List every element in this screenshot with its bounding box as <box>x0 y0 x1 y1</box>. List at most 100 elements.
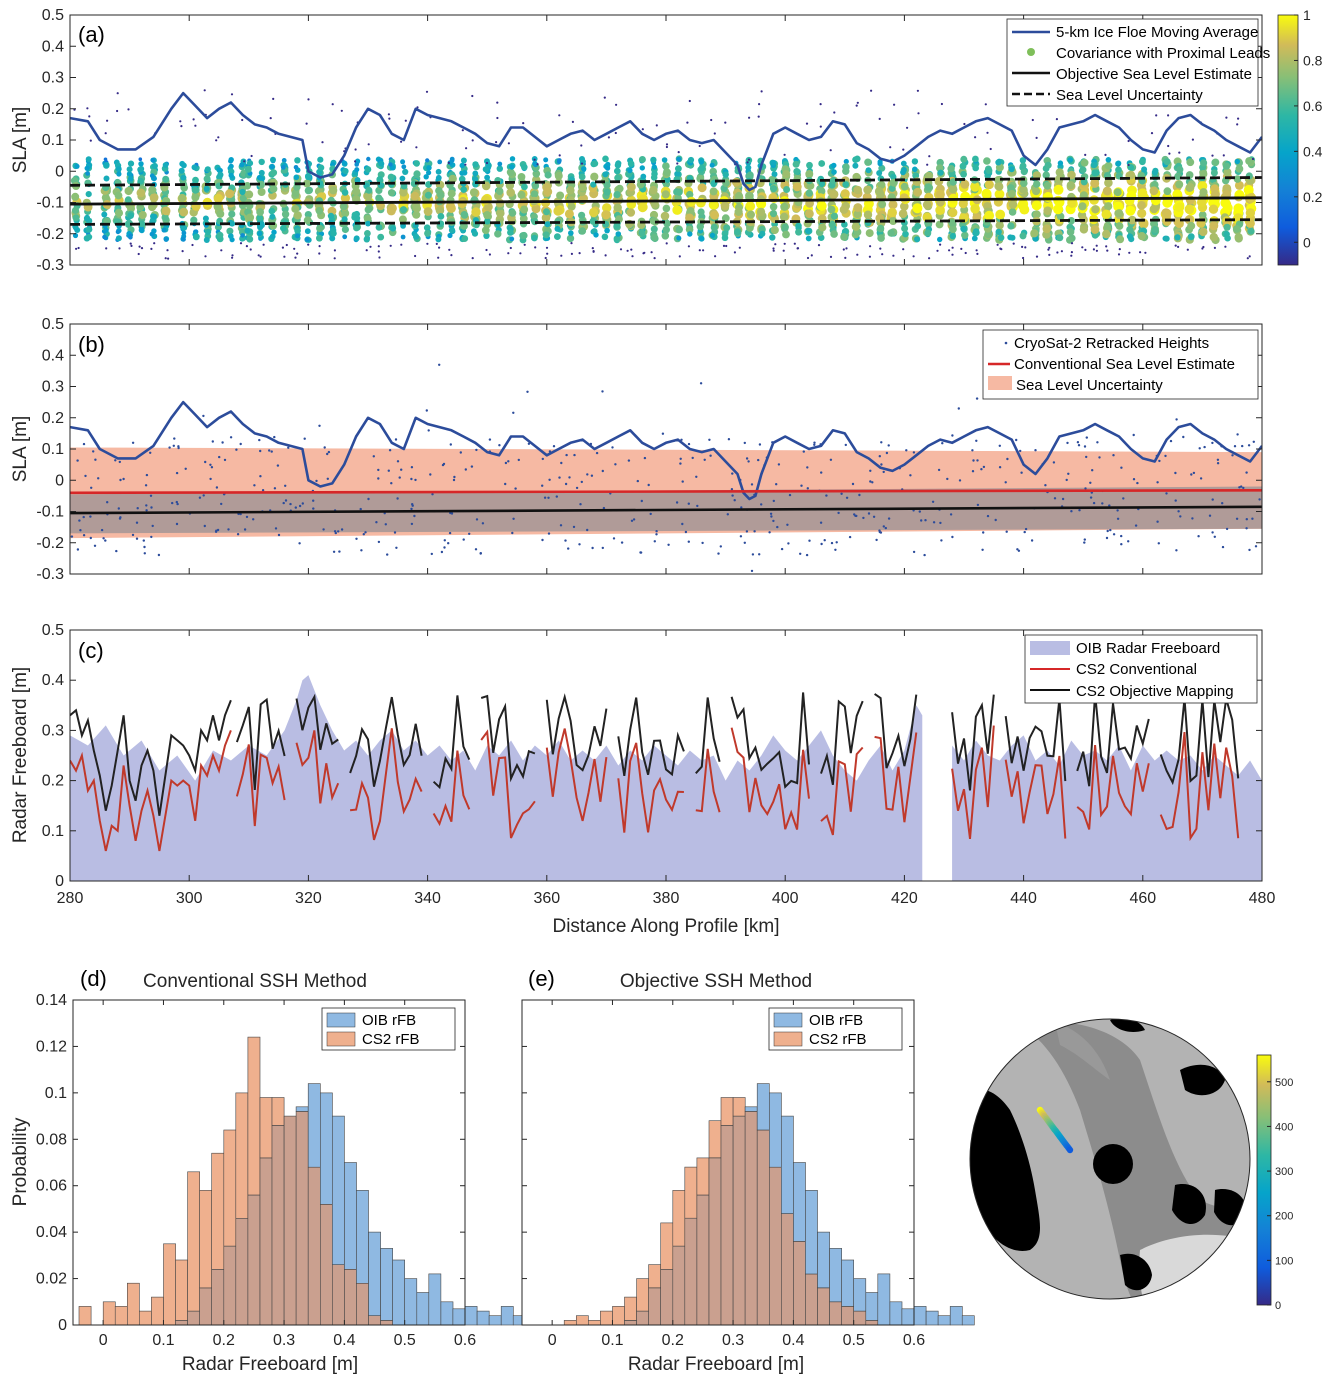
b-retracked-height-point <box>1175 549 1178 552</box>
a-scatter-point <box>216 231 224 239</box>
b-retracked-height-point <box>653 540 656 543</box>
b-retracked-height-point <box>1247 444 1251 447</box>
e-bar-overlap <box>744 1111 758 1326</box>
b-retracked-height-point <box>731 472 734 475</box>
a-scatter-point <box>437 191 445 199</box>
a-scatter-point <box>508 209 517 217</box>
a-scatter-point <box>329 235 336 242</box>
b-retracked-height-point <box>620 541 624 544</box>
b-retracked-height-point <box>462 538 465 541</box>
a-scatter-point <box>244 165 252 173</box>
b-retracked-height-point <box>115 549 118 553</box>
a-scatter-point <box>960 247 963 250</box>
b-retracked-height-point <box>555 495 558 498</box>
a-scatter-point <box>902 148 905 151</box>
a-scatter-point <box>283 255 286 258</box>
a-scatter-point <box>593 232 599 238</box>
a-scatter-point <box>1174 172 1182 181</box>
a-scatter-point <box>1092 248 1095 251</box>
a-scatter-point <box>126 166 133 173</box>
a-colorbar-tick-1: 0.2 <box>1303 189 1323 205</box>
b-retracked-height-point <box>102 537 105 540</box>
b-retracked-height-point <box>1098 456 1101 459</box>
b-retracked-height-point <box>751 553 755 556</box>
a-scatter-point <box>180 125 183 128</box>
e-bar-overlap <box>684 1217 698 1326</box>
b-retracked-height-point <box>760 503 763 506</box>
a-scatter-point <box>413 233 420 240</box>
a-scatter-point <box>1144 251 1147 254</box>
a-scatter-point <box>626 249 629 252</box>
a-scatter-point <box>722 244 726 247</box>
b-retracked-height-point <box>743 541 746 544</box>
a-scatter-point <box>769 234 776 241</box>
a-scatter-point <box>534 246 537 249</box>
b-retracked-height-point <box>220 502 223 506</box>
b-retracked-height-point <box>1198 447 1201 450</box>
b-retracked-height-point <box>875 538 878 542</box>
b-retracked-height-point <box>1213 535 1217 538</box>
b-retracked-height-point <box>210 466 214 469</box>
a-scatter-point <box>130 244 133 247</box>
b-retracked-height-point <box>326 452 329 456</box>
a-scatter-point <box>1222 162 1231 170</box>
a-scatter-point <box>149 193 159 202</box>
b-retracked-height-point <box>1211 531 1214 534</box>
b-retracked-height-point <box>813 443 816 446</box>
b-retracked-height-point <box>425 409 428 412</box>
b-retracked-height-point <box>687 502 690 505</box>
a-scatter-point <box>1020 168 1028 176</box>
a-scatter-point <box>745 201 756 212</box>
a-scatter-point <box>1224 245 1227 248</box>
b-retracked-height-point <box>573 453 576 457</box>
b-retracked-height-point <box>511 531 514 535</box>
a-scatter-point <box>203 237 210 243</box>
a-scatter-point <box>151 213 158 220</box>
a-scatter-point <box>193 233 200 241</box>
a-scatter-point <box>554 225 561 232</box>
c-y-tick-label-2: 0.2 <box>42 773 64 790</box>
a-scatter-point <box>269 185 278 193</box>
b-retracked-height-point <box>171 501 174 505</box>
a-scatter-point <box>127 160 135 167</box>
b-retracked-height-point <box>681 522 684 526</box>
a-scatter-point <box>541 213 551 222</box>
b-retracked-height-point <box>1132 433 1135 437</box>
e-bar-overlap <box>817 1287 830 1326</box>
b-plot-area <box>70 363 1262 573</box>
a-scatter-point <box>725 244 728 248</box>
a-scatter-point <box>1044 161 1052 169</box>
a-scatter-point <box>855 104 858 107</box>
e-legend-swatch-cs2 <box>773 1031 803 1047</box>
b-retracked-height-point <box>274 527 278 530</box>
a-scatter-point <box>365 220 371 227</box>
a-scatter-point <box>447 161 450 164</box>
a-scatter-point <box>194 124 197 127</box>
a-scatter-point <box>1080 178 1088 186</box>
e-bar-oib <box>901 1308 915 1326</box>
a-scatter-point <box>138 157 143 161</box>
c-legend-swatch-oib <box>1030 641 1070 655</box>
b-retracked-height-point <box>449 443 452 446</box>
a-scatter-point <box>697 208 705 216</box>
c-objective-line <box>874 693 918 769</box>
a-scatter-point <box>963 122 966 126</box>
d-x-tick-label-4: 0.4 <box>333 1332 355 1349</box>
e-bar-cs2 <box>720 1097 734 1126</box>
a-scatter-point <box>1043 181 1052 190</box>
e-bar-cs2 <box>708 1120 722 1159</box>
a-scatter-point <box>734 207 743 216</box>
a-scatter-point <box>782 230 790 239</box>
a-scatter-point <box>995 221 1004 230</box>
panel-c: 00.10.20.30.40.5 280 300 320 340 360 380 400 42… <box>10 622 1275 937</box>
b-retracked-height-point <box>768 531 771 534</box>
a-scatter-point <box>579 156 585 162</box>
map-land-islands <box>1172 1184 1206 1225</box>
b-retracked-height-point <box>543 496 547 499</box>
a-scatter-point <box>341 216 348 223</box>
b-retracked-height-point <box>740 506 743 509</box>
b-retracked-height-point <box>526 390 529 393</box>
a-scatter-point <box>839 205 849 214</box>
a-scatter-point <box>128 235 133 240</box>
c-x-tick-label-5: 380 <box>653 890 680 907</box>
